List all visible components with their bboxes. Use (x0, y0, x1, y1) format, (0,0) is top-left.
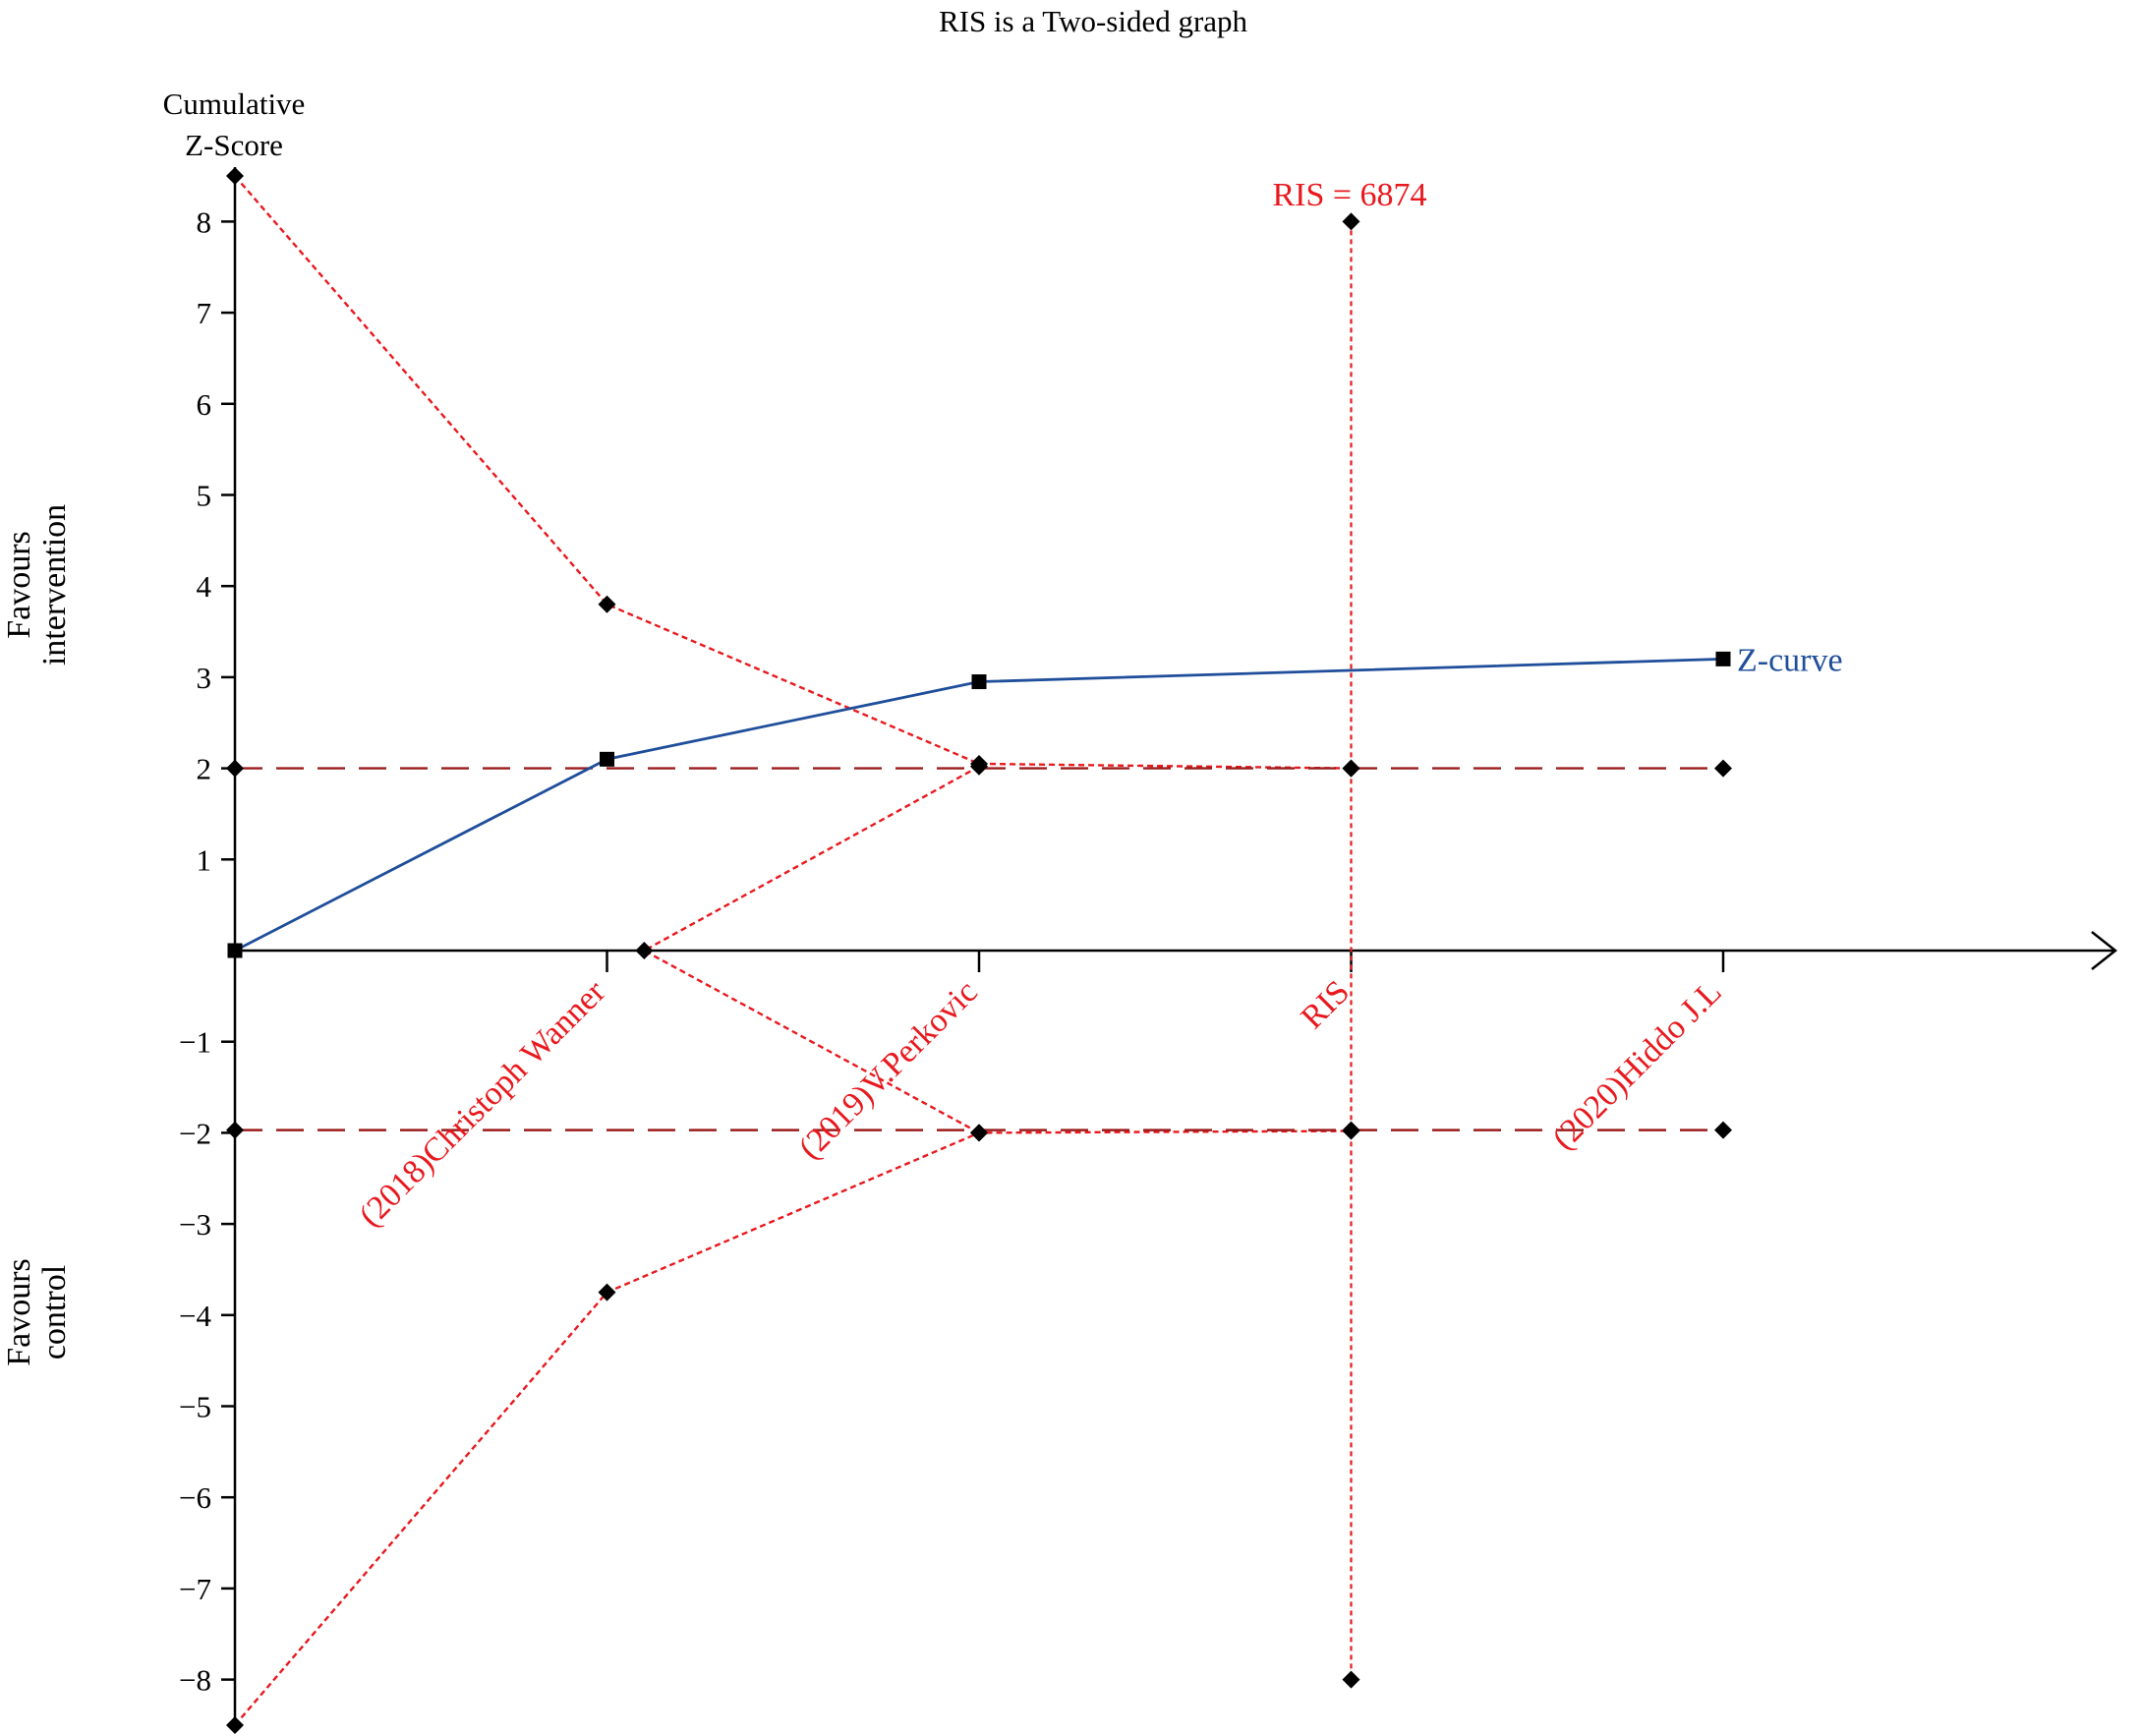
monitoring-boundary-line (234, 175, 1352, 770)
y-tick-label: 4 (197, 569, 212, 604)
boundary-point (226, 1715, 244, 1734)
axes: −8 −7 −6 −5 −4 −3 −2 −1 1 2 3 4 5 6 7 8 (179, 167, 2118, 1725)
favours-intervention-line1: Favours (1, 531, 37, 639)
boundary-point (226, 1121, 244, 1139)
y-tick-label: 7 (197, 296, 212, 330)
chart-title: RIS is a Two-sided graph (939, 4, 1248, 38)
y-axis-label-line2: Z-Score (185, 128, 283, 162)
y-axis-label-line1: Cumulative (163, 87, 306, 121)
y-tick-label: −7 (179, 1572, 211, 1606)
x-tick-label: (2019)V.Perkovic (792, 973, 985, 1166)
ris-value-label: RIS = 6874 (1272, 177, 1426, 213)
x-tick-label: RIS (1295, 973, 1358, 1036)
x-axis-arrow (2091, 931, 2118, 970)
y-tick-label: −2 (179, 1116, 211, 1150)
boundary-point (598, 595, 616, 613)
y-tick-label: 6 (197, 387, 212, 422)
y-tick-label: −3 (179, 1207, 211, 1242)
boundary-point (970, 1124, 988, 1142)
boundary-point (1714, 759, 1732, 778)
z-curve-label: Z-curve (1737, 642, 1843, 678)
favours-control-line1: Favours (1, 1258, 37, 1366)
boundary-point (226, 167, 244, 186)
boundary-point (226, 759, 244, 778)
y-tick-label: −5 (179, 1390, 211, 1424)
ris-endpoint-marker (1342, 1670, 1360, 1689)
monitoring-boundary-line (234, 1129, 1352, 1726)
favours-control-label: Favours control (1, 1258, 73, 1366)
y-tick-label: 3 (197, 661, 212, 695)
y-tick-label: −4 (179, 1299, 211, 1333)
favours-control-line2: control (36, 1265, 73, 1360)
y-tick-label: 2 (197, 752, 212, 786)
boundary-point (1342, 1121, 1360, 1139)
y-tick-label: 5 (197, 479, 212, 513)
y-tick-label: −8 (179, 1663, 211, 1698)
y-tick-label: −6 (179, 1480, 211, 1515)
favours-intervention-label: Favours intervention (1, 504, 73, 665)
z-curve-point (1715, 651, 1731, 666)
series-markers (226, 167, 1732, 1734)
z-curve-line (234, 657, 1724, 953)
boundary-point (598, 1283, 616, 1302)
favours-intervention-line2: intervention (36, 504, 73, 665)
z-curve-point (971, 674, 987, 690)
y-tick-label: −1 (179, 1025, 211, 1060)
boundary-point (635, 942, 654, 959)
boundary-point (1714, 1121, 1732, 1139)
boundary-point (1342, 759, 1360, 778)
boundary-point (970, 757, 988, 776)
x-tick-label: (2018)Christoph Wanner (352, 973, 612, 1234)
y-tick-label: 8 (197, 204, 212, 239)
z-curve-point (227, 943, 243, 958)
y-tick-label: 1 (197, 842, 212, 877)
z-curve-point (600, 751, 614, 767)
x-tick-labels: (2018)Christoph Wanner (2019)V.Perkovic RI… (352, 973, 1728, 1234)
ris-endpoint-marker (1342, 212, 1360, 231)
